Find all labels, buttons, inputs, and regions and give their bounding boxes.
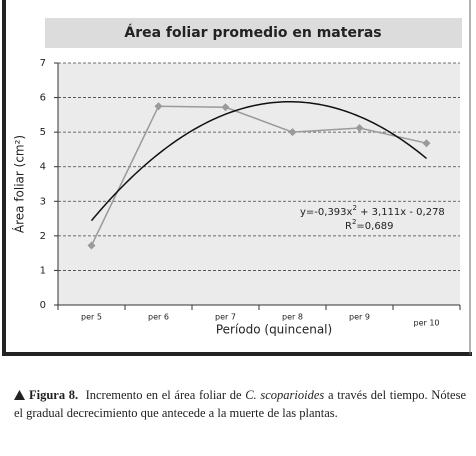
trendline [90,101,427,222]
y-tick-label: 1 [40,265,46,276]
y-tick-label: 2 [40,231,46,242]
point [288,128,297,137]
x-tick-label: per 7 [215,313,236,322]
point [422,139,431,148]
point [87,241,96,250]
x-tick-label: per 9 [349,313,370,322]
caption-text: Incremento en el área foliar de [85,388,246,402]
caption-label: Figura 8. [29,388,79,402]
y-axis-title: Área foliar (cm²) [12,135,27,233]
y-tick-label: 5 [40,127,46,138]
annotation: R2=0,689 [345,218,393,232]
title-band [45,18,462,48]
annotation: y=-0,393x2 + 3,111x - 0,278 [300,204,445,218]
point [221,103,230,112]
superscript: 2 [352,204,356,212]
chart-title: Área foliar promedio en materas [124,24,381,41]
caption-species: C. scoparioides [245,388,325,402]
annotation-part: y=-0,393x [300,207,353,218]
point [154,102,163,111]
y-tick-label: 6 [40,93,46,104]
y-tick-label: 4 [40,162,46,173]
y-tick-label: 0 [40,300,46,311]
plot-area [58,63,460,305]
x-axis-title: Período (quincenal) [216,323,332,337]
caption: Figura 8. Incremento en el área foliar d… [14,386,466,422]
annotation-part: R [345,221,352,232]
point [355,123,364,132]
series-line [90,105,427,246]
x-tick-label: per 10 [413,319,439,328]
x-tick-label: per 8 [282,313,303,322]
caption-text: a través del tiempo. Nótese el gradual d… [14,388,467,420]
annotation-part: =0,689 [356,221,393,232]
y-tick-label: 3 [40,196,46,207]
x-tick-label: per 5 [81,313,102,322]
chart: Área foliar promedio en materas Período … [2,0,472,356]
superscript: 2 [352,218,356,226]
annotation-part: + 3,111x - 0,278 [357,207,445,218]
x-tick-label: per 6 [148,313,169,322]
y-tick-label: 7 [40,58,46,69]
caption-marker [14,390,25,400]
